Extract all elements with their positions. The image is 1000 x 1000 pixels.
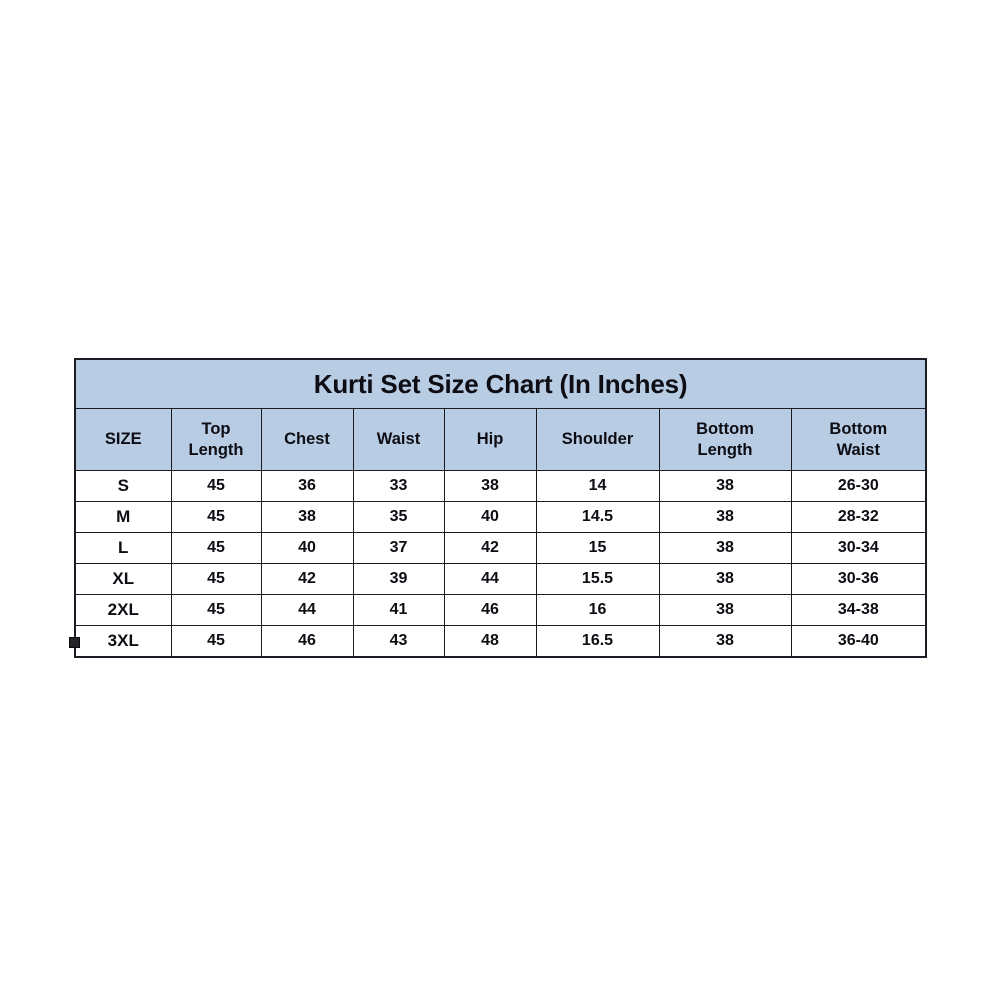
cell-size: M (74, 501, 172, 533)
kurti-set-size-chart-table: Kurti Set Size Chart (In Inches) SIZE To… (74, 358, 928, 658)
cell-shoulder: 16.5 (535, 625, 660, 658)
cell-chest: 40 (260, 532, 354, 564)
cell-hip: 48 (443, 625, 537, 658)
cell-bottom-waist: 30-36 (790, 563, 927, 595)
cell-top-length: 45 (170, 625, 262, 658)
cell-bottom-waist: 30-34 (790, 532, 927, 564)
cell-shoulder: 15.5 (535, 563, 660, 595)
column-header-shoulder-line-1: Shoulder (561, 430, 634, 449)
cell-bottom-waist: 36-40 (790, 625, 927, 658)
selection-handle-icon (69, 637, 80, 648)
cell-bottom-length: 38 (658, 532, 792, 564)
cell-top-length: 45 (170, 501, 262, 533)
cell-chest: 42 (260, 563, 354, 595)
cell-bottom-waist: 28-32 (790, 501, 927, 533)
column-header-waist: Waist (352, 408, 445, 471)
cell-size: XL (74, 563, 172, 595)
table-row: M 45 38 35 40 14.5 38 28-32 (74, 501, 927, 533)
cell-top-length: 45 (170, 563, 262, 595)
column-header-bottom-length: Bottom Length (658, 408, 792, 471)
column-header-bottom-waist-line-2: Waist (836, 440, 880, 459)
cell-size: L (74, 532, 172, 564)
cell-top-length: 45 (170, 594, 262, 626)
cell-bottom-length: 38 (658, 625, 792, 658)
cell-chest: 36 (260, 470, 354, 502)
column-header-hip-line-1: Hip (476, 430, 504, 449)
table-row: L 45 40 37 42 15 38 30-34 (74, 532, 927, 564)
cell-chest: 46 (260, 625, 354, 658)
table-row: 2XL 45 44 41 46 16 38 34-38 (74, 594, 927, 626)
column-header-size: SIZE (74, 408, 172, 471)
page-title: Kurti Set Size Chart (In Inches) (74, 358, 927, 409)
cell-chest: 38 (260, 501, 354, 533)
cell-waist: 43 (352, 625, 445, 658)
cell-bottom-waist: 26-30 (790, 470, 927, 502)
column-header-waist-line-1: Waist (376, 430, 421, 449)
column-header-bottom-length-line-2: Length (697, 440, 753, 459)
cell-shoulder: 16 (535, 594, 660, 626)
cell-bottom-length: 38 (658, 501, 792, 533)
column-header-chest: Chest (260, 408, 354, 471)
cell-size: S (74, 470, 172, 502)
column-header-top-length-line-2: Length (188, 440, 244, 459)
table-row: XL 45 42 39 44 15.5 38 30-36 (74, 563, 927, 595)
cell-bottom-waist: 34-38 (790, 594, 927, 626)
cell-size: 3XL (74, 625, 172, 658)
column-header-size-line-1: SIZE (104, 430, 142, 449)
table-row: S 45 36 33 38 14 38 26-30 (74, 470, 927, 502)
cell-waist: 35 (352, 501, 445, 533)
cell-shoulder: 15 (535, 532, 660, 564)
cell-waist: 39 (352, 563, 445, 595)
cell-size: 2XL (74, 594, 172, 626)
cell-hip: 46 (443, 594, 537, 626)
cell-shoulder: 14.5 (535, 501, 660, 533)
size-chart-body: S 45 36 33 38 14 38 26-30 M 45 38 35 40 … (74, 470, 927, 658)
cell-hip: 42 (443, 532, 537, 564)
cell-top-length: 45 (170, 470, 262, 502)
column-header-hip: Hip (443, 408, 537, 471)
cell-shoulder: 14 (535, 470, 660, 502)
column-header-bottom-waist-line-1: Bottom (829, 420, 888, 439)
cell-bottom-length: 38 (658, 470, 792, 502)
cell-bottom-length: 38 (658, 594, 792, 626)
cell-waist: 37 (352, 532, 445, 564)
cell-chest: 44 (260, 594, 354, 626)
column-header-shoulder: Shoulder (535, 408, 660, 471)
column-header-top-length-line-1: Top (201, 420, 231, 439)
cell-bottom-length: 38 (658, 563, 792, 595)
cell-top-length: 45 (170, 532, 262, 564)
column-header-chest-line-1: Chest (284, 430, 330, 449)
cell-hip: 44 (443, 563, 537, 595)
cell-waist: 33 (352, 470, 445, 502)
cell-waist: 41 (352, 594, 445, 626)
column-header-top-length: Top Length (170, 408, 262, 471)
cell-hip: 40 (443, 501, 537, 533)
table-row: 3XL 45 46 43 48 16.5 38 36-40 (74, 625, 927, 658)
chart-title-row: Kurti Set Size Chart (In Inches) (74, 358, 927, 409)
column-header-bottom-waist: Bottom Waist (790, 408, 927, 471)
cell-hip: 38 (443, 470, 537, 502)
size-chart-container: Kurti Set Size Chart (In Inches) SIZE To… (74, 358, 928, 658)
column-header-bottom-length-line-1: Bottom (696, 420, 754, 439)
column-header-row: SIZE Top Length Chest Waist Hip Shoulder (74, 408, 927, 471)
